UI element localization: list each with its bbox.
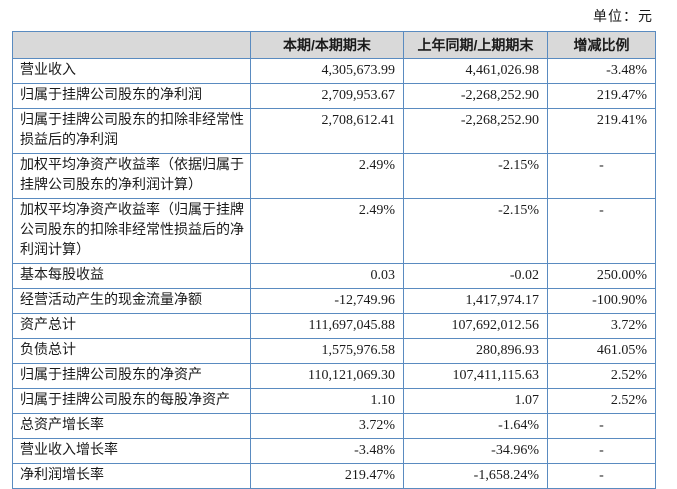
- change-ratio-cell: -3.48%: [547, 58, 656, 84]
- financial-summary-table: 本期/本期期末 上年同期/上期期末 增减比例 营业收入 4,305,673.99 4…: [12, 31, 656, 489]
- table-row: 加权平均净资产收益率（归属于挂牌公司股东的扣除非经常性损益后的净利润计算） 2.4…: [12, 198, 656, 264]
- row-label-cell: 经营活动产生的现金流量净额: [12, 288, 251, 314]
- row-label-cell: 归属于挂牌公司股东的净资产: [12, 363, 251, 389]
- row-label-cell: 净利润增长率: [12, 463, 251, 489]
- row-label-cell: 加权平均净资产收益率（归属于挂牌公司股东的扣除非经常性损益后的净利润计算）: [12, 198, 251, 264]
- current-period-cell: 4,305,673.99: [250, 58, 404, 84]
- change-ratio-cell: 3.72%: [547, 313, 656, 339]
- change-ratio-cell: 219.47%: [547, 83, 656, 109]
- prior-period-cell: 1,417,974.17: [403, 288, 548, 314]
- current-period-cell: 2,708,612.41: [250, 108, 404, 154]
- prior-period-cell: -2.15%: [403, 198, 548, 264]
- prior-period-cell: -34.96%: [403, 438, 548, 464]
- table-row: 归属于挂牌公司股东的每股净资产 1.10 1.07 2.52%: [12, 388, 656, 414]
- prior-period-cell: 4,461,026.98: [403, 58, 548, 84]
- table-row: 归属于挂牌公司股东的净资产 110,121,069.30 107,411,115.6…: [12, 363, 656, 389]
- prior-period-cell: 107,692,012.56: [403, 313, 548, 339]
- table-row: 资产总计 111,697,045.88 107,692,012.56 3.72%: [12, 313, 656, 339]
- current-period-cell: 111,697,045.88: [250, 313, 404, 339]
- table-row: 归属于挂牌公司股东的净利润 2,709,953.67 -2,268,252.90 21…: [12, 83, 656, 109]
- prior-period-cell: -2.15%: [403, 153, 548, 199]
- prior-period-cell: -1.64%: [403, 413, 548, 439]
- current-period-cell: 0.03: [250, 263, 404, 289]
- change-ratio-cell: 2.52%: [547, 388, 656, 414]
- change-ratio-cell: -: [547, 463, 656, 489]
- current-period-cell: 1,575,976.58: [250, 338, 404, 364]
- row-label-cell: 归属于挂牌公司股东的每股净资产: [12, 388, 251, 414]
- change-ratio-cell: -: [547, 198, 656, 264]
- table-row: 总资产增长率 3.72% -1.64% -: [12, 413, 656, 439]
- current-period-cell: -12,749.96: [250, 288, 404, 314]
- prior-period-cell: -2,268,252.90: [403, 83, 548, 109]
- table-header: 本期/本期期末 上年同期/上期期末 增减比例: [12, 31, 656, 59]
- unit-label: 单位：元: [593, 10, 653, 25]
- header-empty-cell: [12, 31, 251, 59]
- prior-period-cell: 107,411,115.63: [403, 363, 548, 389]
- change-ratio-cell: 461.05%: [547, 338, 656, 364]
- header-prior-period: 上年同期/上期期末: [403, 31, 548, 59]
- table-row: 净利润增长率 219.47% -1,658.24% -: [12, 463, 656, 489]
- current-period-cell: 1.10: [250, 388, 404, 414]
- table-row: 经营活动产生的现金流量净额 -12,749.96 1,417,974.17 -100.…: [12, 288, 656, 314]
- table-row: 归属于挂牌公司股东的扣除非经常性损益后的净利润 2,708,612.41 -2,26…: [12, 108, 656, 154]
- current-period-cell: 3.72%: [250, 413, 404, 439]
- prior-period-cell: 1.07: [403, 388, 548, 414]
- current-period-cell: 110,121,069.30: [250, 363, 404, 389]
- row-label-cell: 加权平均净资产收益率（依据归属于挂牌公司股东的净利润计算）: [12, 153, 251, 199]
- current-period-cell: 2,709,953.67: [250, 83, 404, 109]
- change-ratio-cell: -100.90%: [547, 288, 656, 314]
- table-row: 营业收入增长率 -3.48% -34.96% -: [12, 438, 656, 464]
- row-label-cell: 基本每股收益: [12, 263, 251, 289]
- row-label-cell: 资产总计: [12, 313, 251, 339]
- prior-period-cell: -0.02: [403, 263, 548, 289]
- row-label-cell: 归属于挂牌公司股东的净利润: [12, 83, 251, 109]
- header-current-period: 本期/本期期末: [250, 31, 404, 59]
- current-period-cell: 219.47%: [250, 463, 404, 489]
- current-period-cell: 2.49%: [250, 153, 404, 199]
- row-label-cell: 总资产增长率: [12, 413, 251, 439]
- table-row: 负债总计 1,575,976.58 280,896.93 461.05%: [12, 338, 656, 364]
- prior-period-cell: -2,268,252.90: [403, 108, 548, 154]
- change-ratio-cell: 219.41%: [547, 108, 656, 154]
- header-change-ratio: 增减比例: [547, 31, 656, 59]
- row-label-cell: 营业收入: [12, 58, 251, 84]
- table-body: 营业收入 4,305,673.99 4,461,026.98 -3.48% 归属于挂牌公…: [12, 58, 656, 489]
- prior-period-cell: -1,658.24%: [403, 463, 548, 489]
- table-row: 加权平均净资产收益率（依据归属于挂牌公司股东的净利润计算） 2.49% -2.15%…: [12, 153, 656, 199]
- table-row: 基本每股收益 0.03 -0.02 250.00%: [12, 263, 656, 289]
- prior-period-cell: 280,896.93: [403, 338, 548, 364]
- change-ratio-cell: -: [547, 438, 656, 464]
- row-label-cell: 营业收入增长率: [12, 438, 251, 464]
- current-period-cell: -3.48%: [250, 438, 404, 464]
- change-ratio-cell: -: [547, 153, 656, 199]
- table-row: 营业收入 4,305,673.99 4,461,026.98 -3.48%: [12, 58, 656, 84]
- table-header-row: 本期/本期期末 上年同期/上期期末 增减比例: [12, 31, 656, 59]
- current-period-cell: 2.49%: [250, 198, 404, 264]
- row-label-cell: 归属于挂牌公司股东的扣除非经常性损益后的净利润: [12, 108, 251, 154]
- change-ratio-cell: 2.52%: [547, 363, 656, 389]
- change-ratio-cell: 250.00%: [547, 263, 656, 289]
- change-ratio-cell: -: [547, 413, 656, 439]
- row-label-cell: 负债总计: [12, 338, 251, 364]
